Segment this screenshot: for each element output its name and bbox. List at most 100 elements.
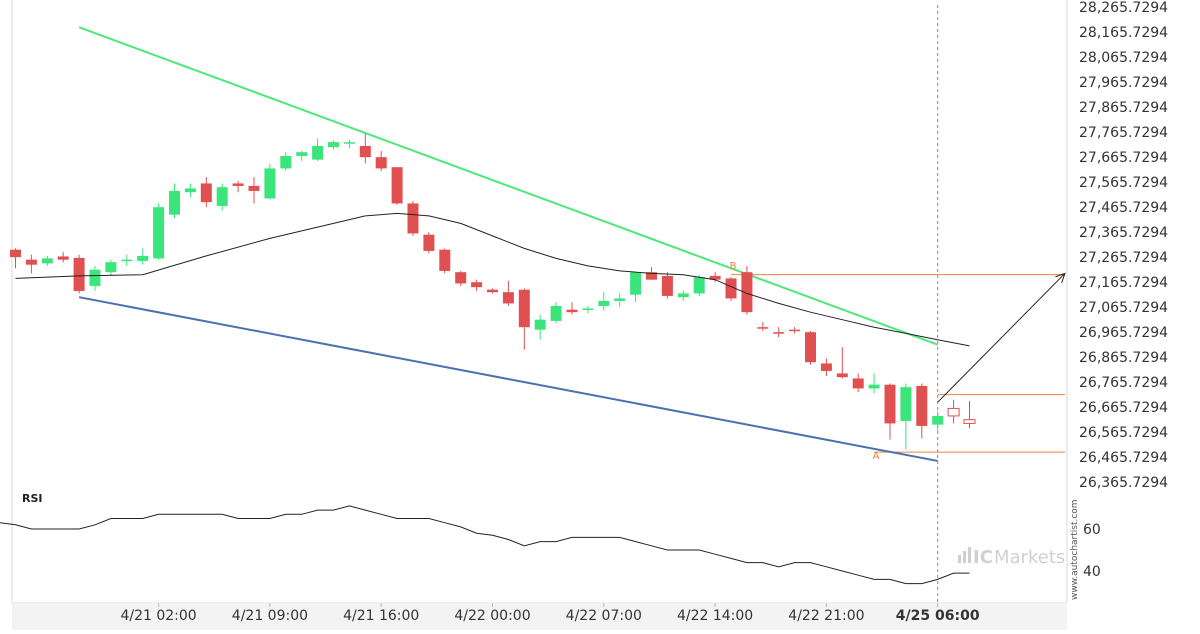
candle-body (789, 329, 801, 332)
candle-body (550, 305, 562, 321)
candle-body (963, 419, 976, 424)
rsi-layer (0, 505, 970, 585)
brand-logo: IC Markets (958, 547, 1065, 568)
y-tick-label: 27,665.7294 (1079, 150, 1168, 166)
candle-body (757, 327, 769, 329)
rsi-tick-label: 40 (1083, 564, 1101, 580)
candle-body (423, 234, 435, 251)
candle-body (884, 384, 896, 424)
y-tick-label: 27,765.7294 (1079, 125, 1168, 141)
pattern-point-label: B (730, 261, 737, 272)
candle-body (184, 188, 196, 193)
candle-body (10, 249, 21, 258)
candle-body (836, 373, 848, 378)
candle-body (153, 207, 165, 259)
pattern-layer: BA (78, 26, 1066, 462)
candle-body (900, 387, 912, 421)
candle-body (820, 363, 832, 371)
candle-body (105, 262, 117, 273)
y-tick-label: 26,865.7294 (1079, 350, 1168, 366)
x-tick-label: 4/21 02:00 (120, 608, 196, 624)
candle-body (439, 249, 451, 271)
candle-body (216, 187, 228, 206)
candle-body (137, 255, 149, 261)
brand-markets: Markets (994, 547, 1065, 568)
candle-body (455, 272, 467, 284)
y-tick-label: 26,665.7294 (1079, 400, 1168, 416)
candle-body (375, 157, 387, 169)
candle-body (296, 152, 308, 156)
candle-body (487, 289, 498, 293)
candle-body (248, 185, 260, 191)
pattern-point-label: A (873, 451, 880, 462)
x-tick-label: 4/22 00:00 (454, 608, 530, 624)
y-tick-label: 26,465.7294 (1079, 450, 1168, 466)
y-tick-label: 28,065.7294 (1079, 50, 1168, 66)
y-tick-label: 27,065.7294 (1079, 300, 1168, 316)
y-tick-label: 28,265.7294 (1079, 0, 1168, 16)
candle-body (264, 168, 276, 199)
candle-body (200, 183, 212, 203)
candle-body (725, 278, 737, 299)
x-tick-label: 4/25 06:00 (896, 608, 980, 624)
candle-body (598, 300, 610, 306)
watermark: www.autochartist.com (1070, 499, 1080, 600)
y-tick-label: 27,565.7294 (1079, 175, 1168, 191)
candle-layer (10, 133, 976, 450)
candle-body (73, 257, 85, 291)
candle-body (566, 309, 578, 313)
x-tick-label: 4/21 16:00 (343, 608, 419, 624)
candle-body (359, 145, 371, 158)
y-tick-label: 28,165.7294 (1079, 25, 1168, 41)
candle-body (709, 275, 721, 280)
bars-icon (963, 551, 966, 563)
candle-body (343, 142, 355, 144)
rsi-tick-label: 60 (1083, 522, 1101, 538)
y-tick-label: 27,365.7294 (1079, 225, 1168, 241)
x-tick-label: 4/22 14:00 (677, 608, 753, 624)
candle-body (518, 289, 530, 328)
lower-trendline (78, 296, 938, 462)
upper-trendline (78, 26, 939, 346)
y-tick-label: 27,865.7294 (1079, 100, 1168, 116)
candle-body (582, 308, 594, 310)
candle-body (280, 155, 292, 169)
y-tick-label: 26,765.7294 (1079, 375, 1168, 391)
candle-body (169, 190, 180, 215)
moving-average-line (15, 212, 970, 347)
y-tick-label: 26,965.7294 (1079, 325, 1168, 341)
candle-body (741, 272, 753, 313)
y-tick-label: 27,965.7294 (1079, 75, 1168, 91)
candle-body (852, 378, 864, 389)
candle-body (407, 203, 419, 234)
candle-body (630, 272, 642, 295)
candle-body (121, 259, 133, 262)
candle-body (89, 269, 101, 286)
candle-body (25, 259, 37, 265)
candle-body (328, 142, 339, 148)
bars-icon (958, 555, 961, 563)
candle-body (646, 272, 657, 280)
y-tick-label: 26,365.7294 (1079, 475, 1168, 491)
rsi-line (0, 505, 970, 585)
x-tick-label: 4/22 07:00 (566, 608, 642, 624)
x-axis-band (12, 603, 1067, 630)
bars-icon (968, 547, 971, 563)
brand-ic: IC (973, 547, 993, 568)
candle-body (677, 293, 689, 298)
candle-body (57, 256, 69, 260)
x-tick-label: 4/22 21:00 (788, 608, 864, 624)
candle-body (661, 275, 673, 296)
moving-average-layer (15, 212, 970, 347)
candle-body (947, 407, 960, 417)
candle-body (312, 145, 324, 160)
x-tick-label: 4/21 09:00 (232, 608, 308, 624)
candle-body (41, 258, 53, 264)
forecast-arrow-head (1055, 272, 1066, 284)
forecast-arrow-line (937, 273, 1066, 403)
candle-body (773, 332, 785, 334)
candle-body (534, 319, 546, 330)
y-tick-label: 27,265.7294 (1079, 250, 1168, 266)
